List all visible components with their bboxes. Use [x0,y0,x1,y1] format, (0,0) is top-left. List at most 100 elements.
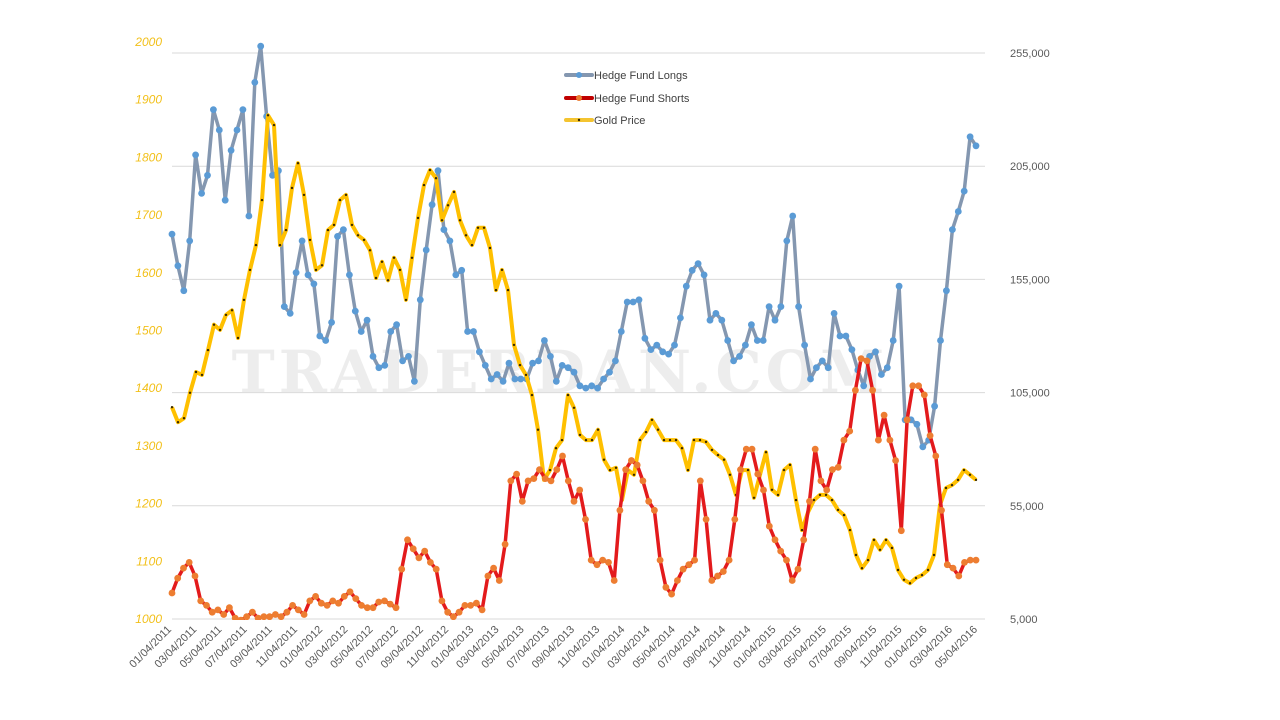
shorts-point [679,565,687,573]
shorts-point [404,536,411,544]
longs-point [517,375,525,383]
longs-point [842,332,850,340]
gold-point [524,373,528,377]
shorts-point [886,436,894,444]
shorts-point [272,611,279,618]
shorts-point [599,556,607,564]
x-axis-ticks: 01/04/201103/04/201105/04/201107/04/2011… [127,624,980,671]
shorts-point [576,486,584,494]
longs-point [771,316,779,324]
shorts-point [570,497,578,505]
shorts-point [863,357,871,365]
gold-point [338,198,342,202]
longs-point [558,362,566,369]
shorts-point [748,445,756,453]
gold-point [374,276,378,280]
longs-point [369,353,377,360]
gold-point [716,453,720,457]
series-longs [168,42,980,451]
gold-point [578,433,582,437]
longs-point [706,316,714,324]
gold-point [656,428,660,431]
longs-point [481,362,489,369]
shorts-point [306,597,314,605]
longs-point [765,303,773,310]
shorts-point [168,589,176,597]
right-tick-label: 105,000 [1010,388,1050,400]
longs-point [340,226,347,234]
shorts-point [892,457,899,464]
longs-point [600,375,607,383]
gold-point [842,513,846,517]
longs-point [446,237,454,245]
longs-point [428,201,436,209]
longs-point [535,357,542,365]
shorts-point [628,457,635,464]
longs-point [937,337,944,344]
shorts-point [875,436,882,444]
gold-point [362,238,366,242]
shorts-point [386,600,394,608]
shorts-point [674,577,681,584]
shorts-point [312,593,319,600]
shorts-point [363,604,371,612]
right-tick-label: 205,000 [1010,161,1050,173]
gold-point [830,498,834,502]
gold-point [962,468,966,472]
shorts-point [277,613,285,620]
gold-point [494,288,498,292]
gold-point [458,219,462,222]
shorts-point [616,506,624,514]
longs-point [682,282,690,290]
shorts-point [174,574,182,582]
longs-point [411,377,418,385]
shorts-point [323,602,331,609]
gold-point [572,406,576,409]
shorts-point [421,547,429,555]
gold-point [902,578,906,581]
gold-point [920,573,924,577]
shorts-point [478,606,486,614]
gold-point [428,168,432,172]
shorts-point [180,564,187,572]
longs-point [529,359,536,367]
gold-point [452,190,456,194]
shorts-point [880,411,888,419]
shorts-point [513,470,520,478]
shorts-point [559,452,566,460]
gold-point [698,438,702,442]
gold-point [530,393,534,397]
longs-point [393,321,400,329]
shorts-point [645,497,653,505]
shorts-point [800,536,808,544]
gold-point [956,478,960,482]
longs-point [399,357,406,365]
longs-point [795,303,802,310]
longs-point [292,269,300,276]
shorts-point [501,540,509,548]
shorts-point [651,506,658,514]
gold-point [818,493,822,497]
longs-point [180,287,188,295]
gold-point [674,438,678,442]
gold-point [410,256,414,259]
shorts-point [185,559,193,566]
gold-point [584,438,588,442]
gold-point [254,243,258,247]
gold-point [242,298,246,302]
longs-point [511,375,519,383]
gold-point [212,323,216,326]
shorts-point [461,602,469,609]
shorts-point [719,568,727,575]
shorts-point [639,477,647,485]
longs-point [759,337,767,344]
longs-point [824,364,832,372]
shorts-point [662,583,670,591]
gold-point [860,567,864,570]
gold-point [608,468,612,472]
longs-point [245,212,253,220]
gold-point [926,568,930,572]
longs-point [204,171,211,179]
series-layer [168,42,980,620]
